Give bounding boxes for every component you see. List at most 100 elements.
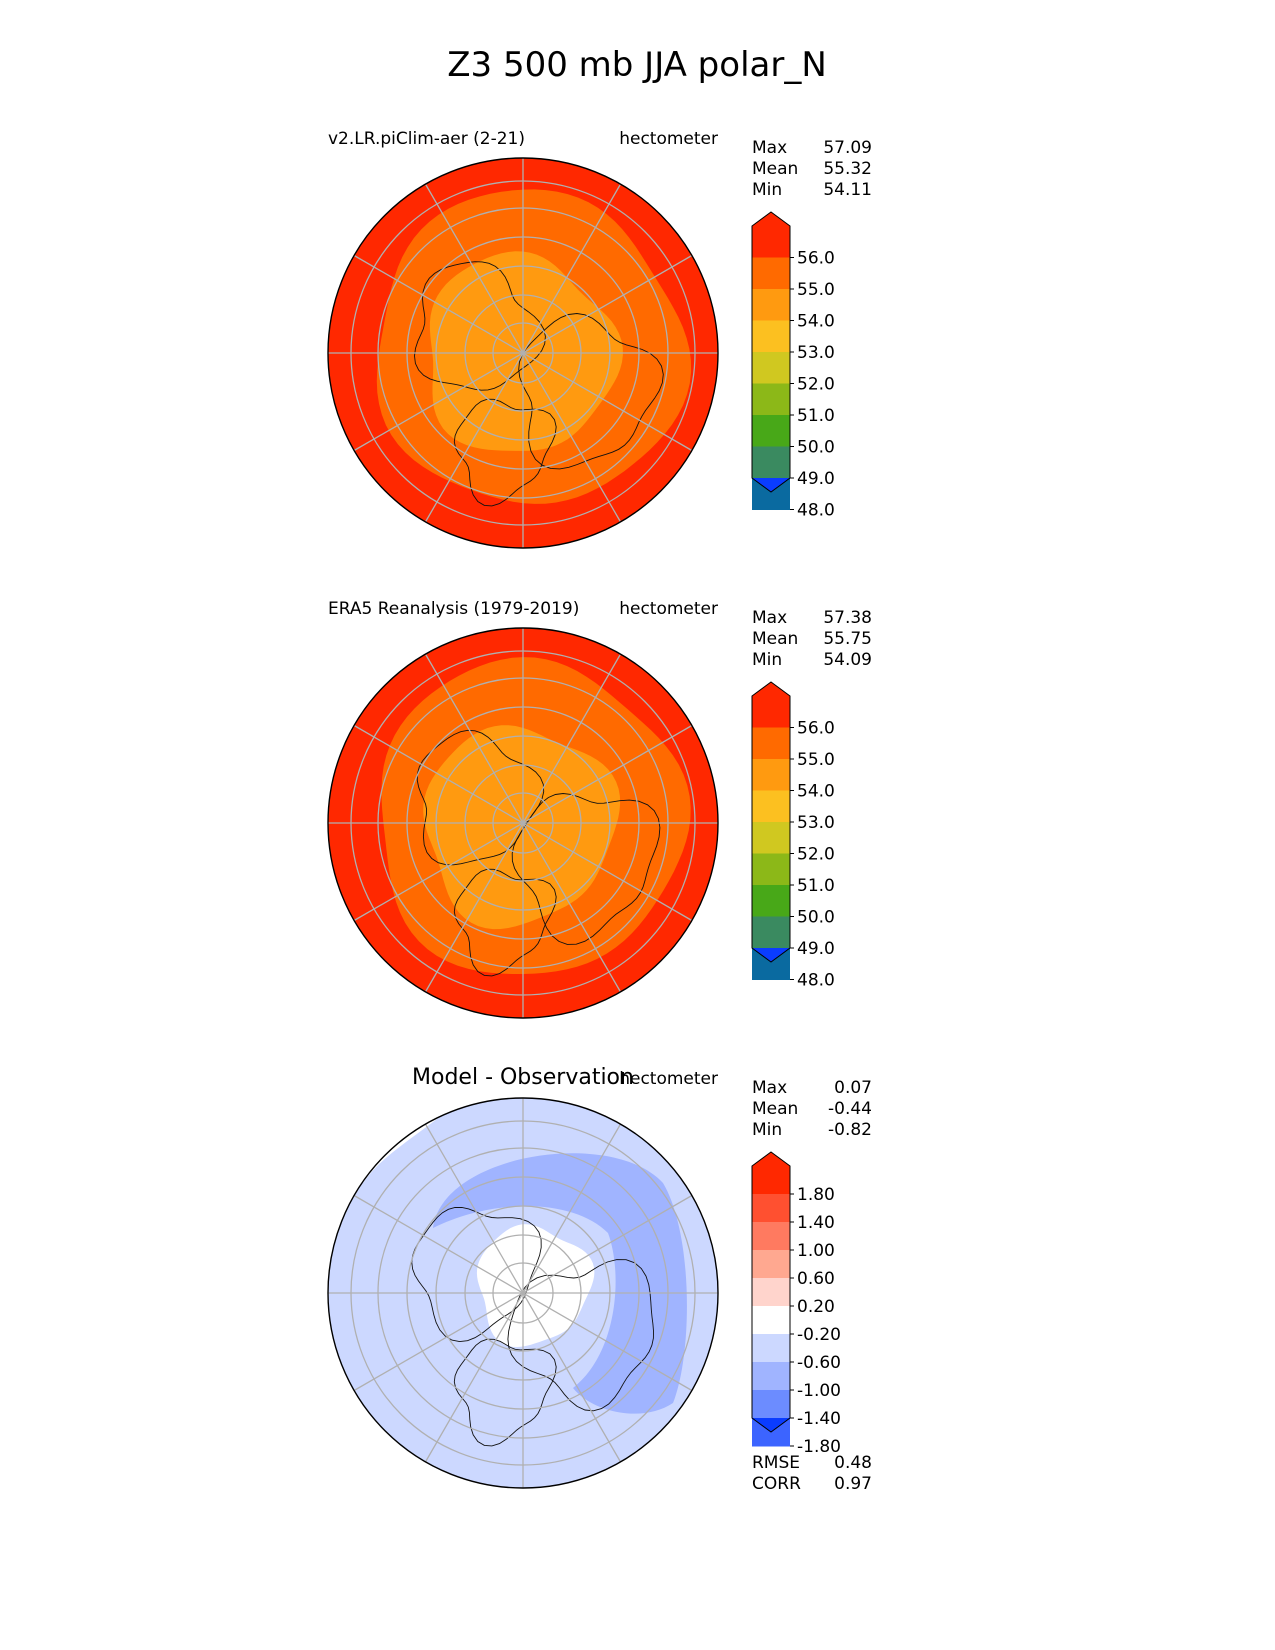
coastline [414,261,546,391]
map-boundary [327,157,719,549]
contour-fill [433,1153,687,1414]
stat-label: Mean [752,159,798,179]
colorbar: 56.0 55.0 54.0 53.0 52.0 51.0 50.0 49.0 48.0 [751,211,835,521]
footer-stat-label: CORR [752,1474,801,1494]
colorbar-tick-label: 56.0 [797,249,835,269]
colorbar-tick-label: 52.0 [797,845,835,865]
stat-value: 57.38 [823,608,872,628]
colorbar-tick-label: -0.20 [797,1325,841,1345]
colorbar-extend-bottom [752,948,790,962]
colorbar-tick-label: 48.0 [797,971,835,991]
panel-label: Model - Observation [412,1065,634,1090]
graticule [328,158,718,548]
colorbar-bin [752,289,790,321]
contour-fill [423,725,621,930]
panel-label: ERA5 Reanalysis (1979-2019) [328,599,579,619]
stat-label: Mean [752,629,798,649]
colorbar-bin [752,885,790,917]
colorbar-tick-label: -1.00 [797,1381,841,1401]
units-label: hectometer [619,1069,718,1089]
colorbar: 1.80 1.40 1.00 0.60 0.20 -0.20 -0.60 -1.00 -1.40… [751,1151,841,1457]
colorbar-extend-bottom [752,478,790,492]
footer-stat-value: 0.48 [834,1453,872,1473]
colorbar-bin [752,1334,790,1363]
stat-label: Max [752,138,787,158]
footer-stat-value: 0.97 [834,1474,872,1494]
stat-value: 54.09 [823,650,872,670]
stat-value: -0.82 [828,1120,872,1140]
colorbar-bin [752,790,790,823]
field [328,1098,718,1488]
colorbar-tick-label: 1.80 [797,1185,835,1205]
units-label: hectometer [619,129,718,149]
colorbar-bin [752,727,790,760]
colorbar-tick-label: 49.0 [797,939,835,959]
map-panel: ERA5 Reanalysis (1979-2019) hectometer Max… [327,599,872,1019]
colorbar-tick-label: 53.0 [797,813,835,833]
stat-label: Min [752,180,782,200]
colorbar-bin [752,822,790,854]
colorbar-bin [752,257,790,290]
stat-label: Max [752,608,787,628]
coastline [511,793,661,945]
colorbar-bin [752,446,790,479]
map-boundary [327,627,719,1019]
colorbar-bin [752,916,790,949]
colorbar-tick-label: 51.0 [797,876,835,896]
colorbar-bin [752,1250,790,1279]
units-label: hectometer [619,599,718,619]
colorbar-bin [752,1306,790,1335]
colorbar-tick-label: 1.40 [797,1213,835,1233]
stat-value: 55.75 [823,629,872,649]
colorbar-extend-top [752,212,790,258]
meridian [424,1123,622,1463]
stat-label: Mean [752,1099,798,1119]
colorbar-tick-label: -0.60 [797,1353,841,1373]
footer-stat-label: RMSE [752,1453,800,1473]
figure-title: Z3 500 mb JJA polar_N [447,45,827,85]
stats: Max 0.07 Mean -0.44 Min -0.82 [752,1078,872,1140]
coastline [518,313,664,470]
colorbar-bin [752,1222,790,1251]
stat-value: 0.07 [834,1078,872,1098]
colorbar-tick-label: 48.0 [797,501,835,521]
colorbar-tick-label: 54.0 [797,312,835,332]
colorbar-bin [752,320,790,353]
colorbar-tick-label: 56.0 [797,719,835,739]
colorbar-bin [752,415,790,447]
field [328,158,718,548]
stat-label: Min [752,1120,782,1140]
colorbar-tick-label: 53.0 [797,343,835,363]
stat-value: 55.32 [823,159,872,179]
colorbar-extend-bottom [752,1418,790,1432]
colorbar-tick-label: 50.0 [797,908,835,928]
colorbar-bin [752,759,790,791]
graticule [328,628,718,1018]
colorbar-tick-label: 0.60 [797,1269,835,1289]
stats: Max 57.09 Mean 55.32 Min 54.11 [752,138,872,200]
colorbar-tick-label: 1.00 [797,1241,835,1261]
stats: Max 57.38 Mean 55.75 Min 54.09 [752,608,872,670]
colorbar-extend-top [752,682,790,728]
colorbar-tick-label: 0.20 [797,1297,835,1317]
stat-label: Max [752,1078,787,1098]
stat-value: 57.09 [823,138,872,158]
meridian [424,183,622,523]
field [328,628,718,1018]
panel-label: v2.LR.piClim-aer (2-21) [328,129,525,149]
colorbar-bin [752,1278,790,1307]
colorbar: 56.0 55.0 54.0 53.0 52.0 51.0 50.0 49.0 48.0 [751,681,835,991]
colorbar-tick-label: 49.0 [797,469,835,489]
colorbar-tick-label: 51.0 [797,406,835,426]
colorbar-tick-label: 50.0 [797,438,835,458]
colorbar-bin [752,1194,790,1223]
stat-value: 54.11 [823,180,872,200]
colorbar-tick-label: -1.40 [797,1409,841,1429]
coastline [416,729,545,866]
stat-label: Min [752,650,782,670]
graticule [328,1098,718,1488]
stat-value: -0.44 [828,1099,872,1119]
colorbar-tick-label: 54.0 [797,782,835,802]
